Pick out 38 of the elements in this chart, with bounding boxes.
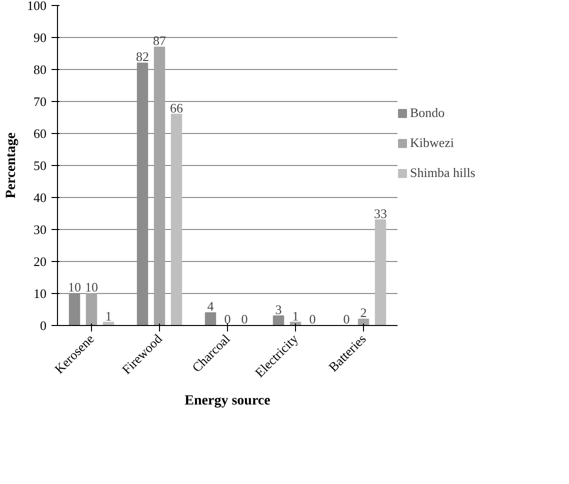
bar bbox=[272, 315, 284, 326]
data-label: 0 bbox=[309, 312, 316, 326]
data-label: 0 bbox=[224, 312, 231, 326]
data-label: 1 bbox=[292, 308, 299, 324]
y-tick-label: 90 bbox=[34, 30, 46, 45]
y-tick-label: 30 bbox=[34, 222, 46, 237]
bar bbox=[374, 219, 386, 326]
data-label: 87 bbox=[153, 33, 166, 48]
data-label: 4 bbox=[207, 298, 214, 314]
bar bbox=[204, 312, 216, 326]
y-tick-label: 60 bbox=[34, 126, 46, 141]
legend-label: Shimba hills bbox=[410, 165, 476, 181]
y-tick-label: 70 bbox=[34, 94, 46, 109]
data-label: 66 bbox=[170, 100, 184, 116]
y-tick-label: 50 bbox=[34, 158, 46, 173]
legend-label: Kibwezi bbox=[410, 135, 454, 151]
y-axis-title: Percentage bbox=[4, 132, 19, 198]
data-label: 2 bbox=[360, 305, 367, 320]
legend-label: Bondo bbox=[410, 105, 445, 121]
data-label: 1 bbox=[105, 308, 112, 324]
data-label: 10 bbox=[85, 280, 98, 294]
data-label: 0 bbox=[343, 312, 350, 326]
bar bbox=[358, 318, 370, 326]
data-label: 82 bbox=[136, 49, 149, 64]
y-tick-label: 40 bbox=[34, 190, 46, 205]
data-label: 33 bbox=[374, 206, 387, 221]
bar bbox=[154, 46, 166, 326]
data-label: 3 bbox=[275, 302, 282, 317]
y-tick-label: 10 bbox=[34, 286, 46, 301]
data-label: 10 bbox=[68, 280, 81, 294]
y-tick-label: 80 bbox=[34, 62, 46, 77]
x-axis-title: Energy source bbox=[184, 393, 270, 408]
bar bbox=[170, 114, 182, 326]
data-label: 0 bbox=[241, 312, 248, 326]
y-tick-label: 100 bbox=[27, 0, 46, 13]
bar bbox=[86, 293, 98, 326]
y-tick-label: 20 bbox=[34, 254, 46, 269]
y-tick-label: 0 bbox=[40, 318, 46, 333]
